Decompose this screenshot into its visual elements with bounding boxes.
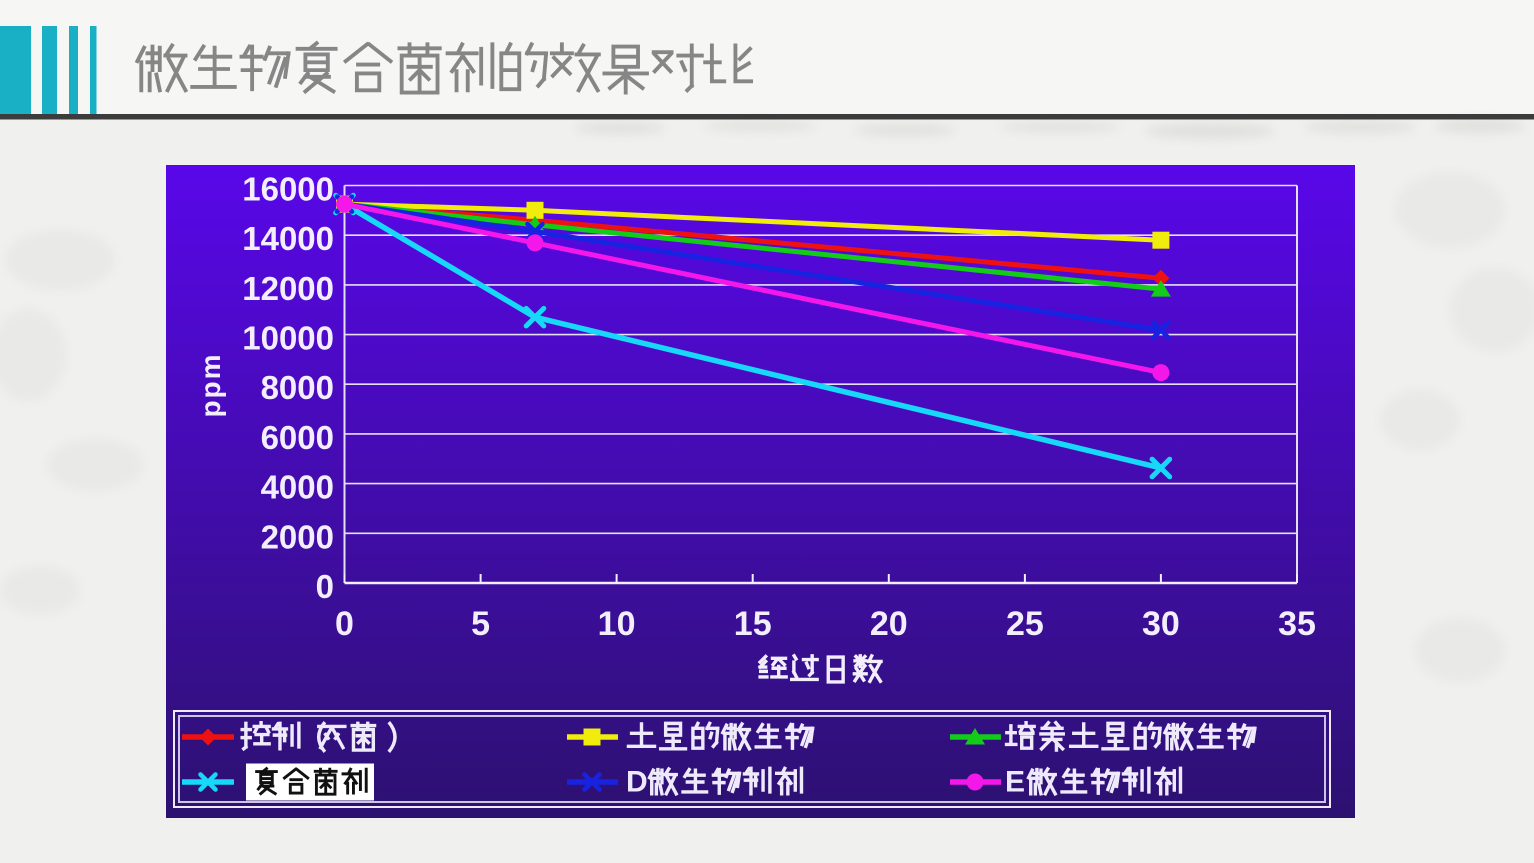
svg-text:4000: 4000 [261,469,334,506]
svg-text:6000: 6000 [261,419,334,456]
svg-text:E: E [1005,765,1025,798]
svg-text:10: 10 [598,605,636,643]
svg-text:5: 5 [471,605,490,643]
svg-text:15: 15 [734,605,772,643]
svg-text:10000: 10000 [242,320,334,357]
svg-text:ppm: ppm [195,352,226,417]
svg-text:0: 0 [335,605,354,643]
svg-text:8000: 8000 [261,369,334,406]
svg-text:16000: 16000 [242,171,334,208]
svg-text:25: 25 [1006,605,1044,643]
svg-text:14000: 14000 [242,220,334,257]
svg-text:20: 20 [870,605,908,643]
svg-text:35: 35 [1278,605,1316,643]
svg-text:0: 0 [316,568,334,605]
svg-text:D: D [626,765,648,798]
svg-text:2000: 2000 [261,518,334,555]
svg-text:30: 30 [1142,605,1180,643]
svg-text:12000: 12000 [242,270,334,307]
